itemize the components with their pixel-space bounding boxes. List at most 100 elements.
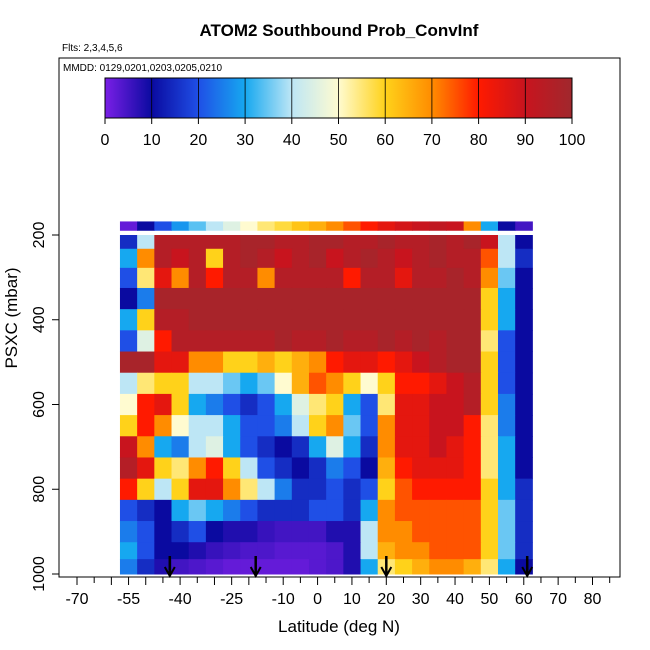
x-tick-label: -70 (65, 591, 88, 608)
heatmap-cell (171, 330, 190, 353)
heatmap-top-cell (394, 221, 413, 231)
heatmap-cell (257, 521, 276, 543)
heatmap-cell (154, 436, 173, 458)
heatmap-cell (446, 415, 465, 437)
latitude-arrowhead (163, 566, 176, 579)
heatmap-cell (429, 499, 447, 522)
heatmap-top-cell (377, 221, 396, 231)
heatmap-top-cell (480, 221, 499, 231)
heatmap-cell (137, 393, 155, 416)
heatmap-cell (308, 521, 327, 543)
heatmap-cell (291, 372, 310, 395)
heatmap-cell (343, 559, 362, 575)
heatmap-cell (360, 393, 379, 416)
heatmap-cell (412, 499, 430, 522)
heatmap-cell (223, 559, 241, 575)
x-tick-label: 60 (515, 591, 533, 608)
heatmap-cell (497, 393, 516, 416)
heatmap-cell (240, 457, 258, 480)
heatmap-cell (119, 393, 138, 416)
heatmap-cell (223, 478, 241, 501)
heatmap-cell (240, 478, 258, 501)
colorbar-tick-label: 60 (376, 132, 394, 149)
heatmap-cell (154, 372, 173, 395)
heatmap-cell (274, 393, 293, 416)
heatmap-cell (137, 415, 155, 437)
heatmap-cell (205, 287, 224, 310)
heatmap-cell (480, 457, 499, 480)
heatmap-cell (274, 235, 293, 250)
heatmap-cell (463, 457, 482, 480)
heatmap (119, 221, 533, 575)
heatmap-cell (377, 309, 396, 331)
heatmap-cell (154, 393, 173, 416)
heatmap-cell (274, 478, 293, 501)
y-tick-label: 600 (31, 391, 48, 418)
heatmap-cell (480, 248, 499, 269)
heatmap-cell (308, 287, 327, 310)
heatmap-cell (412, 372, 430, 395)
heatmap-cell (515, 235, 533, 250)
heatmap-cell (497, 330, 516, 353)
heatmap-cell (308, 372, 327, 395)
x-tick-label: -40 (169, 591, 192, 608)
heatmap-cell (377, 351, 396, 374)
heatmap-cell (137, 436, 155, 458)
heatmap-cell (412, 542, 430, 560)
heatmap-cell (171, 309, 190, 331)
heatmap-cell (394, 330, 413, 353)
heatmap-cell (240, 415, 258, 437)
heatmap-cell (429, 309, 447, 331)
heatmap-cell (429, 478, 447, 501)
heatmap-cell (171, 235, 190, 250)
heatmap-cell (188, 351, 207, 374)
heatmap-cell (154, 309, 173, 331)
latitude-arrowhead (380, 566, 393, 579)
heatmap-cell (360, 478, 379, 501)
heatmap-cell (360, 267, 379, 289)
heatmap-cell (360, 457, 379, 480)
heatmap-cell (463, 235, 482, 250)
heatmap-cell (497, 309, 516, 331)
heatmap-cell (257, 542, 276, 560)
heatmap-top-cell (240, 221, 258, 231)
heatmap-cell (429, 267, 447, 289)
heatmap-cell (360, 559, 379, 575)
heatmap-cell (274, 330, 293, 353)
heatmap-cell (137, 235, 155, 250)
x-tick-label: 40 (446, 591, 464, 608)
heatmap-cell (326, 542, 344, 560)
heatmap-cell (240, 248, 258, 269)
heatmap-top-cell (360, 221, 379, 231)
heatmap-cell (188, 235, 207, 250)
heatmap-cell (515, 267, 533, 289)
heatmap-cell (497, 351, 516, 374)
heatmap-cell (308, 330, 327, 353)
heatmap-cell (171, 267, 190, 289)
heatmap-top-cell (154, 221, 173, 231)
heatmap-cell (360, 436, 379, 458)
heatmap-cell (497, 248, 516, 269)
heatmap-cell (188, 457, 207, 480)
heatmap-cell (497, 287, 516, 310)
heatmap-cell (223, 372, 241, 395)
heatmap-cell (377, 235, 396, 250)
colorbar-tick-label: 70 (423, 132, 441, 149)
heatmap-cell (291, 330, 310, 353)
heatmap-cell (515, 287, 533, 310)
heatmap-cell (497, 267, 516, 289)
heatmap-cell (119, 478, 138, 501)
heatmap-cell (240, 542, 258, 560)
heatmap-cell (326, 351, 344, 374)
heatmap-cell (257, 248, 276, 269)
heatmap-cell (223, 542, 241, 560)
heatmap-cell (463, 330, 482, 353)
heatmap-cell (291, 436, 310, 458)
heatmap-cell (429, 415, 447, 437)
heatmap-cell (223, 521, 241, 543)
heatmap-cell (308, 267, 327, 289)
heatmap-cell (291, 415, 310, 437)
heatmap-cell (223, 309, 241, 331)
heatmap-cell (308, 457, 327, 480)
heatmap-cell (446, 287, 465, 310)
